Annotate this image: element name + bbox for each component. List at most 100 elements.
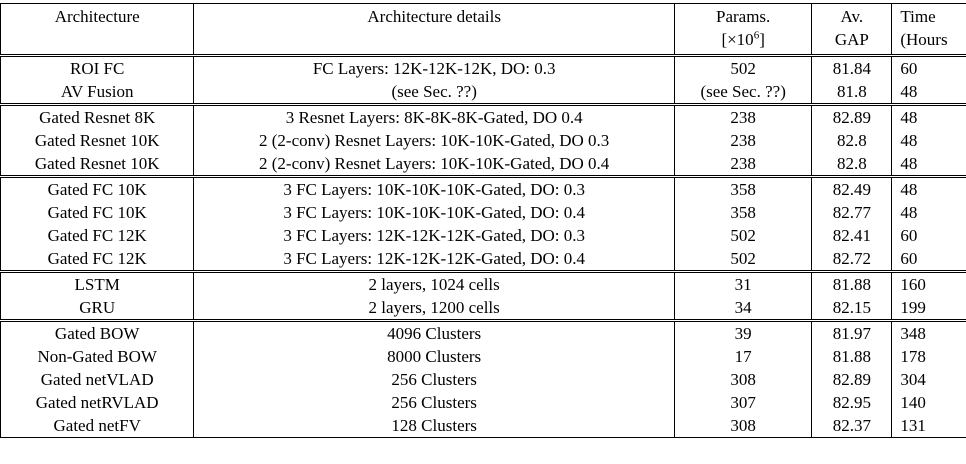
cell-architecture: Gated FC 12K xyxy=(0,247,195,272)
cell-time: 131 xyxy=(891,414,966,438)
table-row: Gated netRVLAD 256 Clusters 307 82.95 140 xyxy=(0,391,966,414)
cell-architecture: Gated netFV xyxy=(0,414,195,438)
header-time-unit: (Hours xyxy=(891,29,966,56)
cell-params: 34 xyxy=(673,296,813,321)
cell-gap: 82.95 xyxy=(811,391,893,414)
cell-gap: 81.84 xyxy=(811,54,893,80)
header-row-2: [×106] GAP (Hours xyxy=(0,29,966,56)
table-row: Gated Resnet 10K 2 (2-conv) Resnet Layers… xyxy=(0,152,966,177)
cell-params: 502 xyxy=(673,224,813,247)
cell-details: 256 Clusters xyxy=(193,368,675,391)
cell-params: (see Sec. ??) xyxy=(673,80,813,105)
cell-architecture: GRU xyxy=(0,296,195,321)
cell-architecture: Non-Gated BOW xyxy=(0,345,195,368)
cell-time: 140 xyxy=(891,391,966,414)
table-row: LSTM 2 layers, 1024 cells 31 81.88 160 xyxy=(0,270,966,296)
cell-architecture: Gated Resnet 10K xyxy=(0,152,195,177)
cell-architecture: Gated netRVLAD xyxy=(0,391,195,414)
cell-params: 238 xyxy=(673,103,813,129)
cell-time: 48 xyxy=(891,103,966,129)
table-row: Gated Resnet 8K 3 Resnet Layers: 8K-8K-8K… xyxy=(0,103,966,129)
cell-time: 48 xyxy=(891,152,966,177)
cell-architecture: LSTM xyxy=(0,270,195,296)
cell-params: 307 xyxy=(673,391,813,414)
header-row: Architecture Architecture details Params… xyxy=(0,3,966,29)
cell-details: 3 FC Layers: 10K-10K-10K-Gated, DO: 0.4 xyxy=(193,201,675,224)
cell-gap: 82.8 xyxy=(811,129,893,152)
cell-gap: 82.15 xyxy=(811,296,893,321)
results-body: ROI FC FC Layers: 12K-12K-12K, DO: 0.3 502… xyxy=(0,54,966,438)
header-params: Params. xyxy=(673,3,813,29)
table-row: GRU 2 layers, 1200 cells 34 82.15 199 xyxy=(0,296,966,321)
cell-gap: 82.49 xyxy=(811,175,893,201)
params-unit-text: [×10 xyxy=(721,30,754,49)
table-row: Gated FC 10K 3 FC Layers: 10K-10K-10K-Gat… xyxy=(0,201,966,224)
cell-params: 31 xyxy=(673,270,813,296)
cell-time: 48 xyxy=(891,175,966,201)
cell-time: 48 xyxy=(891,129,966,152)
cell-details: 2 (2-conv) Resnet Layers: 10K-10K-Gated,… xyxy=(193,152,675,177)
cell-time: 60 xyxy=(891,247,966,272)
header-time: Time xyxy=(891,3,966,29)
cell-gap: 81.8 xyxy=(811,80,893,105)
cell-gap: 81.97 xyxy=(811,319,893,345)
cell-details: 3 Resnet Layers: 8K-8K-8K-Gated, DO 0.4 xyxy=(193,103,675,129)
table-row: Gated FC 10K 3 FC Layers: 10K-10K-10K-Gat… xyxy=(0,175,966,201)
cell-architecture: Gated Resnet 8K xyxy=(0,103,195,129)
cell-gap: 82.41 xyxy=(811,224,893,247)
cell-architecture: Gated netVLAD xyxy=(0,368,195,391)
cell-architecture: Gated FC 12K xyxy=(0,224,195,247)
cell-gap: 81.88 xyxy=(811,345,893,368)
table-row: Non-Gated BOW 8000 Clusters 17 81.88 178 xyxy=(0,345,966,368)
cell-details: (see Sec. ??) xyxy=(193,80,675,105)
cell-params: 238 xyxy=(673,152,813,177)
cell-details: 3 FC Layers: 12K-12K-12K-Gated, DO: 0.4 xyxy=(193,247,675,272)
cell-time: 348 xyxy=(891,319,966,345)
cell-details: 128 Clusters xyxy=(193,414,675,438)
cell-gap: 82.72 xyxy=(811,247,893,272)
cell-architecture: Gated Resnet 10K xyxy=(0,129,195,152)
cell-time: 199 xyxy=(891,296,966,321)
cell-architecture: AV Fusion xyxy=(0,80,195,105)
params-unit-close: ] xyxy=(759,30,765,49)
cell-details: 3 FC Layers: 12K-12K-12K-Gated, DO: 0.3 xyxy=(193,224,675,247)
cell-details: FC Layers: 12K-12K-12K, DO: 0.3 xyxy=(193,54,675,80)
cell-params: 502 xyxy=(673,247,813,272)
table-row: AV Fusion (see Sec. ??) (see Sec. ??) 81.8 4… xyxy=(0,80,966,105)
cell-architecture: ROI FC xyxy=(0,54,195,80)
cell-params: 238 xyxy=(673,129,813,152)
params-unit-exponent: 6 xyxy=(753,29,760,42)
cell-time: 48 xyxy=(891,80,966,105)
cell-details: 2 layers, 1024 cells xyxy=(193,270,675,296)
cell-details: 8000 Clusters xyxy=(193,345,675,368)
cell-params: 308 xyxy=(673,414,813,438)
header-details-2 xyxy=(193,29,675,56)
cell-time: 48 xyxy=(891,201,966,224)
results-table: Architecture Architecture details Params… xyxy=(0,3,966,438)
cell-params: 358 xyxy=(673,175,813,201)
cell-time: 60 xyxy=(891,224,966,247)
cell-gap: 81.88 xyxy=(811,270,893,296)
cell-gap: 82.89 xyxy=(811,368,893,391)
cell-gap: 82.37 xyxy=(811,414,893,438)
table-row: Gated Resnet 10K 2 (2-conv) Resnet Layers… xyxy=(0,129,966,152)
cell-architecture: Gated FC 10K xyxy=(0,175,195,201)
cell-params: 358 xyxy=(673,201,813,224)
cell-architecture: Gated BOW xyxy=(0,319,195,345)
cell-details: 2 (2-conv) Resnet Layers: 10K-10K-Gated,… xyxy=(193,129,675,152)
header-architecture-2 xyxy=(0,29,195,56)
cell-params: 308 xyxy=(673,368,813,391)
table-row: Gated FC 12K 3 FC Layers: 12K-12K-12K-Gat… xyxy=(0,247,966,272)
table-row: Gated netFV 128 Clusters 308 82.37 131 xyxy=(0,414,966,438)
cell-params: 39 xyxy=(673,319,813,345)
cell-time: 178 xyxy=(891,345,966,368)
header-gap: Av. xyxy=(811,3,893,29)
cell-details: 3 FC Layers: 10K-10K-10K-Gated, DO: 0.3 xyxy=(193,175,675,201)
table-row: Gated BOW 4096 Clusters 39 81.97 348 xyxy=(0,319,966,345)
header-params-unit: [×106] xyxy=(673,29,813,56)
cell-details: 256 Clusters xyxy=(193,391,675,414)
cell-time: 304 xyxy=(891,368,966,391)
cell-architecture: Gated FC 10K xyxy=(0,201,195,224)
cell-gap: 82.8 xyxy=(811,152,893,177)
